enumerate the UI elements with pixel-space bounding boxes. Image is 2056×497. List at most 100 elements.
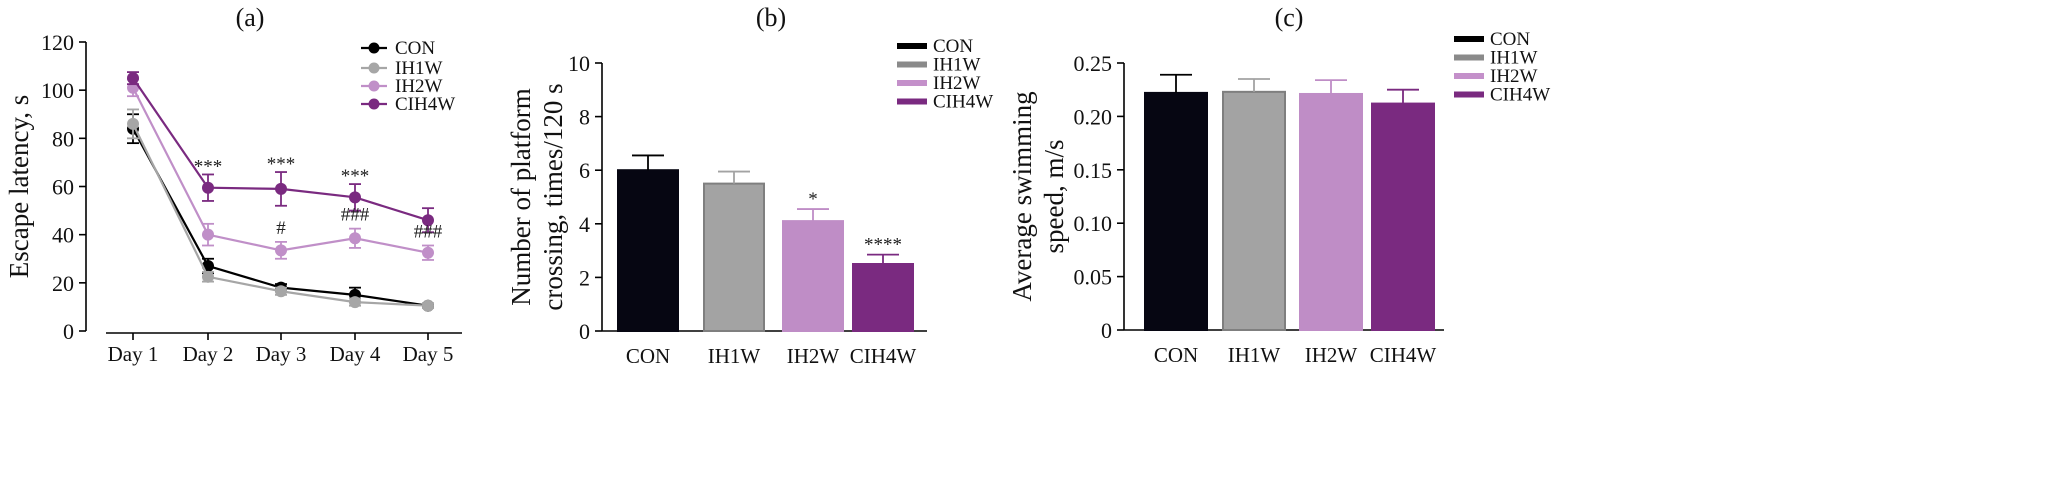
- y-tick-label: 10: [568, 51, 590, 76]
- data-point: [202, 270, 214, 283]
- y-tick-label: 0.15: [1074, 158, 1113, 183]
- y-tick-label: 2: [579, 265, 590, 290]
- legend-label: CON: [395, 38, 435, 59]
- y-tick-label: 0: [579, 319, 590, 344]
- significance-marker: ###: [341, 205, 370, 226]
- y-axis-label-line: Average swimming: [1007, 91, 1037, 301]
- legend-marker: [368, 62, 380, 74]
- legend-swatch: [1454, 73, 1484, 79]
- bar-ih1w: [703, 182, 765, 332]
- y-tick-label: 0.05: [1074, 265, 1113, 290]
- panel-label: (b): [756, 3, 786, 32]
- legend-marker: [368, 42, 380, 54]
- y-axis-label-line: Number of platform: [506, 88, 536, 305]
- legend-swatch: [1454, 36, 1484, 42]
- data-point: [349, 191, 361, 204]
- y-tick-label: 0.10: [1074, 211, 1113, 236]
- bar-ih2w: [782, 220, 844, 332]
- significance-marker: ***: [341, 166, 370, 187]
- x-tick-label: IH2W: [787, 344, 840, 368]
- y-tick-label: 120: [41, 30, 74, 55]
- significance-marker: *: [808, 189, 818, 210]
- y-axis-label-line: speed, m/s: [1039, 140, 1069, 254]
- x-tick-label: Day 3: [256, 342, 307, 366]
- bar-con: [1144, 91, 1208, 331]
- data-point: [275, 285, 287, 298]
- y-tick-label: 60: [52, 175, 74, 200]
- legend-label: CIH4W: [1490, 85, 1550, 106]
- x-tick-label: IH2W: [1305, 343, 1358, 367]
- y-tick-label: 0.25: [1074, 51, 1113, 76]
- y-axis-label: Escape latency, s: [4, 95, 34, 278]
- panel-a-line-chart: (a) Escape latency, s 0 20 40 60 80 100 120 Day 1…: [4, 3, 462, 366]
- data-point: [422, 214, 434, 227]
- series-ih1w: [127, 108, 434, 312]
- bar-cih4w: [1371, 102, 1435, 331]
- y-axis-label-line: crossing, times/120 s: [538, 83, 568, 310]
- y-tick-label: 80: [52, 126, 74, 151]
- x-tick-label: IH1W: [1228, 343, 1281, 367]
- bar-ih1w: [1222, 90, 1286, 331]
- x-tick-label: Day 4: [330, 342, 381, 366]
- data-point: [127, 72, 139, 85]
- y-tick-label: 0: [1101, 318, 1112, 343]
- series-line: [132, 123, 429, 307]
- data-point: [349, 232, 361, 245]
- panel-a-label: (a): [236, 3, 265, 32]
- legend-label: IH1W: [1490, 48, 1538, 69]
- data-point: [422, 299, 434, 312]
- x-tick-label: CIH4W: [1370, 343, 1437, 367]
- legend-swatch: [897, 43, 927, 49]
- x-tick-label: CON: [1154, 343, 1198, 367]
- bar-con: [617, 169, 679, 332]
- legend-label: IH2W: [395, 76, 443, 97]
- series-cih4w: [127, 71, 434, 234]
- significance-marker: ###: [414, 222, 443, 243]
- panel-c-bar-chart: (c) Average swimmingspeed, m/s 0 0.05 0.10 0.…: [1007, 3, 1550, 367]
- panel-label: (c): [1275, 3, 1304, 32]
- legend-label: CON: [1490, 29, 1530, 50]
- bar-cih4w: [852, 263, 914, 332]
- legend-marker: [368, 98, 380, 110]
- y-tick-label: 40: [52, 223, 74, 248]
- y-tick-label: 8: [579, 105, 590, 130]
- data-point: [127, 117, 139, 130]
- y-tick-label: 100: [41, 78, 74, 103]
- y-tick-label: 20: [52, 271, 74, 296]
- x-tick-label: Day 1: [108, 342, 159, 366]
- y-axis-label: Average swimmingspeed, m/s: [1007, 91, 1069, 301]
- series-ih2w: [127, 78, 434, 261]
- panel-b-bar-chart: (b) Number of platformcrossing, times/120…: [506, 3, 993, 368]
- x-tick-label: IH1W: [708, 344, 761, 368]
- y-tick-label: 6: [579, 158, 590, 183]
- x-tick-label: CIH4W: [850, 344, 917, 368]
- legend-label: IH1W: [395, 58, 443, 79]
- y-axis-label: Number of platformcrossing, times/120 s: [506, 83, 568, 310]
- x-tick-label: Day 2: [183, 342, 234, 366]
- data-point: [275, 182, 287, 195]
- legend-swatch: [897, 61, 927, 68]
- data-point: [422, 246, 434, 259]
- legend-label: CON: [933, 36, 973, 57]
- y-tick-label: 4: [579, 212, 590, 237]
- significance-marker: ***: [267, 154, 296, 175]
- legend-swatch: [897, 98, 927, 105]
- data-point: [202, 228, 214, 241]
- legend-swatch: [1454, 91, 1484, 98]
- legend-marker: [368, 80, 380, 92]
- legend-label: IH2W: [1490, 66, 1538, 87]
- data-point: [202, 181, 214, 194]
- y-tick-label: 0: [63, 319, 74, 344]
- significance-marker: #: [276, 218, 286, 239]
- legend-label: IH2W: [933, 73, 981, 94]
- significance-marker: ***: [194, 156, 223, 177]
- data-point: [275, 244, 287, 257]
- legend-label: IH1W: [933, 55, 981, 76]
- series-con: [127, 113, 434, 312]
- x-tick-label: Day 5: [403, 342, 454, 366]
- legend-label: CIH4W: [933, 92, 993, 113]
- legend-label: CIH4W: [395, 94, 455, 115]
- significance-marker: ****: [864, 235, 902, 256]
- bar-ih2w: [1299, 92, 1363, 331]
